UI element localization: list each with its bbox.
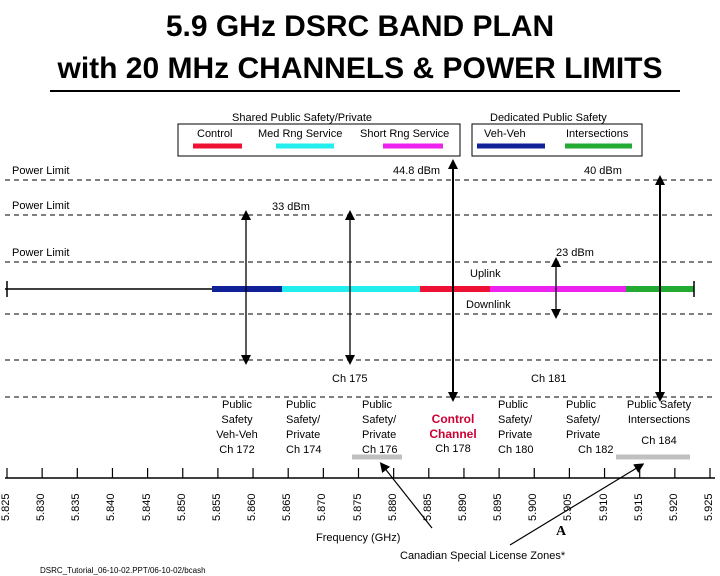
power-value-44-8: 44.8 dBm (393, 165, 441, 177)
canadian-zones-label: Canadian Special License Zones* (400, 550, 566, 562)
annotation-marker: A (556, 524, 567, 539)
power-value-33: 33 dBm (272, 201, 310, 213)
channel-176-line-1: Public (362, 399, 392, 411)
axis-tick-label-5.830: 5.830 (35, 493, 48, 521)
axis-tick-label-5.845: 5.845 (140, 493, 153, 521)
channel-174-line-2: Safety/ (286, 414, 321, 426)
channel-182-line-2: Safety/ (566, 414, 601, 426)
axis-ticks (6, 468, 711, 478)
axis-tick-label-5.835: 5.835 (70, 493, 83, 521)
axis-tick-label-5.865: 5.865 (281, 493, 294, 521)
channel-176-label: Public Safety/ Private Ch 176 (362, 398, 414, 458)
axis-tick-label-5.905: 5.905 (562, 493, 575, 521)
axis-tick-label-5.920: 5.920 (667, 493, 680, 521)
channel-174-line-4: Ch 174 (286, 444, 322, 456)
channel-174-line-1: Public (286, 399, 316, 411)
channel-172-line-1: Public (222, 399, 252, 411)
channel-174-label: Public Safety/ Private Ch 174 (286, 398, 338, 458)
power-limit-label-1: Power Limit (12, 165, 70, 177)
axis-tick-label-5.825: 5.825 (0, 493, 12, 521)
channel-180-line-2: Safety/ (498, 414, 533, 426)
axis-tick-label-5.925: 5.925 (703, 493, 715, 521)
power-limit-label-2: Power Limit (12, 200, 70, 212)
pointer-arrow-ch176 (379, 462, 433, 529)
downlink-label: Downlink (466, 299, 511, 311)
channel-184-line-2: Intersections (627, 414, 691, 426)
axis-tick-label-5.890: 5.890 (456, 493, 469, 521)
axis-tick-label-5.870: 5.870 (316, 493, 329, 521)
channel-182-label: Public Safety/ Private Ch 182 (566, 398, 622, 458)
channel-178-line-1: Control (431, 412, 475, 426)
axis-tick-label-5.850: 5.850 (175, 493, 188, 521)
axis-tick-label-5.840: 5.840 (105, 493, 118, 521)
channel-178-line-3: Ch 178 (435, 443, 471, 455)
axis-xlabel: Frequency (GHz) (316, 532, 401, 544)
channel-172-line-2: Safety (221, 414, 253, 426)
channel-180-label: Public Safety/ Private Ch 180 (498, 398, 552, 458)
channel-176-line-4: Ch 176 (362, 444, 398, 456)
axis-tick-label-5.900: 5.900 (527, 493, 540, 521)
channel-180-line-1: Public (498, 399, 528, 411)
power-limit-label-3: Power Limit (12, 247, 70, 259)
ch175-label: Ch 175 (332, 373, 368, 385)
power-value-23: 23 dBm (556, 247, 594, 259)
legend-label-intersections: Intersections (566, 128, 629, 140)
pointer-arrow-ch184 (509, 463, 645, 546)
uplink-label: Uplink (470, 268, 501, 280)
legend-group-shared: Shared Public Safety/Private (232, 112, 373, 124)
legend-label-control: Control (197, 128, 233, 140)
channel-182-line-3: Private (566, 429, 601, 441)
channel-172-line-3: Veh-Veh (216, 429, 258, 441)
channel-176-line-2: Safety/ (362, 414, 397, 426)
channel-172-label: Public Safety Veh-Veh Ch 172 (206, 398, 268, 458)
channel-180-line-4: Ch 180 (498, 444, 534, 456)
footer-text: DSRC_Tutorial_06-10-02.PPT/06-10-02/bcas… (40, 566, 206, 575)
ch181-label: Ch 181 (531, 373, 567, 385)
legend-label-med-range: Med Rng Service (258, 128, 343, 140)
axis-tick-label-5.895: 5.895 (492, 493, 505, 521)
channel-184-line-1: Public Safety (626, 399, 692, 411)
title-line-1: 5.9 GHz DSRC BAND PLAN (165, 10, 555, 43)
channel-178-label: Control Channel Ch 178 (420, 412, 486, 457)
legend-box-dedicated (471, 123, 643, 157)
legend-label-short-range: Short Rng Service (360, 128, 450, 140)
legend-label-veh-veh: Veh-Veh (484, 128, 526, 140)
legend-box-shared (177, 123, 461, 157)
axis-tick-label-5.860: 5.860 (246, 493, 259, 521)
title-line-2: with 20 MHz CHANNELS & POWER LIMITS (57, 52, 663, 85)
axis-tick-label-5.880: 5.880 (386, 493, 399, 521)
axis-tick-label-5.885: 5.885 (421, 493, 434, 521)
channel-174-line-3: Private (286, 429, 321, 441)
axis-tick-label-5.910: 5.910 (597, 493, 610, 521)
axis-tick-label-5.915: 5.915 (632, 493, 645, 521)
channel-184-label: Public Safety Intersections Ch 184 (620, 398, 698, 449)
power-value-40: 40 dBm (584, 165, 622, 177)
axis-tick-label-5.855: 5.855 (210, 493, 223, 521)
channel-172-line-4: Ch 172 (219, 444, 255, 456)
title-underline (50, 90, 680, 92)
channel-176-line-3: Private (362, 429, 397, 441)
channel-178-line-2: Channel (429, 427, 477, 441)
channel-182-line-1: Public (566, 399, 596, 411)
axis-tick-label-5.875: 5.875 (351, 493, 364, 521)
channel-184-line-3: Ch 184 (641, 435, 677, 447)
channel-182-line-4: Ch 182 (578, 444, 614, 456)
channel-180-line-3: Private (498, 429, 533, 441)
legend-group-dedicated: Dedicated Public Safety (490, 112, 607, 124)
